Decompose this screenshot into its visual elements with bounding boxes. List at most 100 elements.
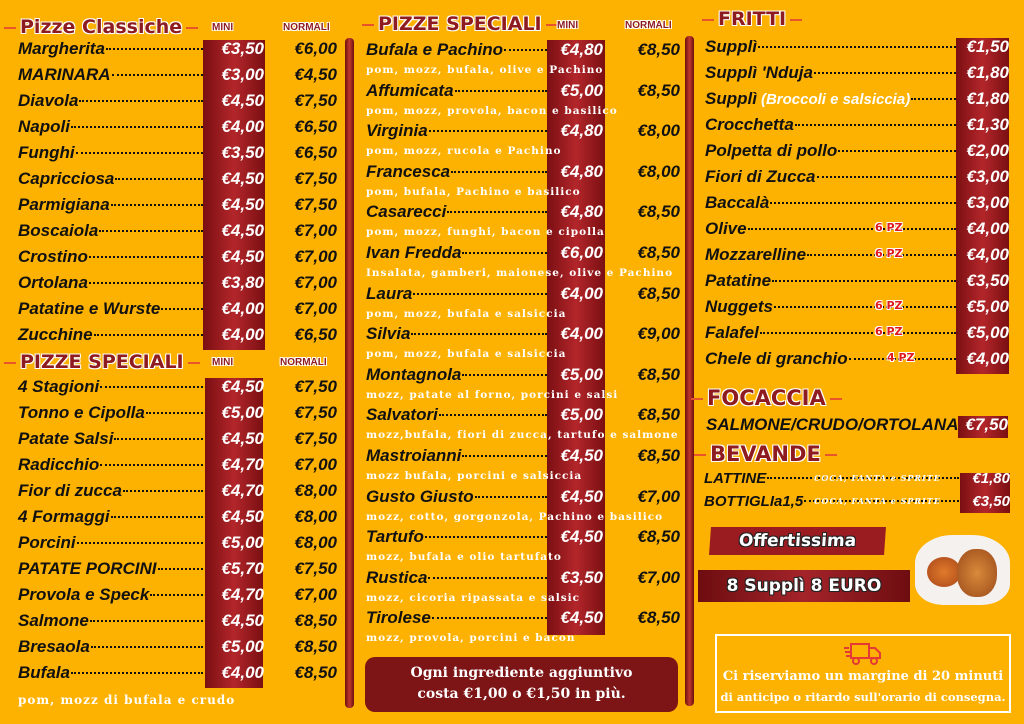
dot-leader (447, 211, 547, 214)
item-name-wrap: Zucchine (18, 325, 204, 345)
normali-price: €7,00 (294, 585, 337, 604)
mini-price: €4,50 (560, 446, 603, 465)
mini-price: €3,80 (221, 273, 264, 292)
price: €4,00 (966, 349, 1009, 368)
price-band (956, 38, 1009, 374)
price: €5,00 (966, 297, 1009, 316)
dot-leader (110, 516, 203, 518)
mini-price: €3,00 (221, 65, 264, 84)
delivery-line: di anticipo o ritardo sull'orario di con… (720, 690, 1006, 704)
quantity-label: 4 PZ (887, 351, 915, 364)
item-name-wrap: Capricciosa (18, 169, 204, 189)
item-name: Porcini (18, 533, 76, 552)
normali-price: €8,50 (637, 202, 680, 222)
item-name-wrap: Silvia (366, 324, 548, 344)
item-name: Bufala (18, 663, 70, 682)
item-name: Funghi (18, 143, 75, 162)
section-title-speciali: PIZZE SPECIALI (4, 351, 200, 373)
menu-item: Bufala e Pachino €4,80 €8,50 (366, 40, 680, 64)
item-name: Tonno e Cipolla (18, 403, 145, 422)
item-description: mozz, patate al forno, porcini e salsi (366, 388, 619, 401)
dot-leader (150, 594, 203, 596)
mini-price: €5,00 (560, 80, 603, 100)
menu-item: Patatine €3,50 (705, 271, 1009, 295)
section-title-fritti: FRITTI (701, 8, 803, 30)
menu-item: Capricciosa €4,50 €7,50 (18, 169, 337, 193)
normali-price: €6,50 (294, 117, 337, 136)
menu-item: Patate Salsi €4,50 €7,50 (18, 429, 337, 453)
item-name: Nuggets (705, 297, 773, 316)
mini-price: €4,00 (221, 299, 264, 318)
menu-item: Silvia €4,00 €9,00 (366, 324, 680, 348)
menu-item: Baccalà €3,00 (705, 193, 1009, 217)
menu-item: 4 Stagioni €4,50 €7,50 (18, 377, 337, 401)
item-name-wrap: Bufala (18, 663, 204, 683)
menu-item: Margherita €3,50 €6,00 (18, 39, 337, 63)
menu-item: PATATE PORCINI €5,70 €7,50 (18, 559, 337, 583)
menu-item: Radicchio €4,70 €7,00 (18, 455, 337, 479)
quantity-label: 6 PZ (875, 299, 903, 312)
item-name: Laura (366, 283, 413, 303)
item-name: Olive (705, 219, 747, 238)
delivery-line: Ci riserviamo un margine di 20 minuti (722, 669, 1004, 684)
item-name: Salmone (18, 611, 89, 630)
item-name: Supplì (705, 89, 757, 108)
item-name-wrap: 4 Stagioni (18, 377, 204, 397)
menu-item: Supplì (Broccoli e salsiccia) €1,80 (705, 89, 1009, 113)
normali-price: €8,00 (294, 533, 337, 552)
normali-price: €7,50 (294, 195, 337, 214)
item-name: Tartufo (366, 527, 424, 547)
normali-price: €7,50 (294, 403, 337, 422)
item-name-wrap: Porcini (18, 533, 204, 553)
price: €1,80 (972, 470, 1010, 487)
mini-price: €4,00 (221, 325, 264, 344)
menu-item: MARINARA €3,00 €4,50 (18, 65, 337, 89)
price: €3,50 (966, 271, 1009, 290)
item-description: pom, mozz, provola, bacon e basilico (366, 104, 618, 117)
item-name-wrap: Bresaola (18, 637, 204, 657)
menu-item: Virginia €4,80 €8,00 (366, 121, 680, 145)
mini-price: €4,70 (221, 481, 264, 500)
item-name-wrap: Tartufo (366, 527, 548, 547)
dot-leader (105, 48, 203, 50)
item-description: Insalata, gamberi, maionese, olive e Pac… (366, 267, 674, 279)
menu-item: Crocchetta €1,30 (705, 115, 1009, 139)
mini-price: €4,00 (560, 324, 603, 344)
menu-item: Polpetta di pollo €2,00 (705, 141, 1009, 165)
quantity-label: 6 PZ (875, 325, 903, 338)
item-name-wrap: Bufala e Pachino (366, 40, 548, 60)
menu-item: Mastroianni €4,50 €8,50 (366, 446, 680, 470)
item-name: LATTINE (704, 470, 767, 487)
mini-price: €4,00 (221, 117, 264, 136)
section-title-focaccia: FOCACCIA (691, 386, 842, 410)
mini-price: €5,70 (221, 559, 264, 578)
normali-price: €6,00 (294, 39, 337, 58)
normali-price: €8,50 (637, 40, 680, 59)
dot-leader (111, 74, 203, 76)
menu-item: Boscaiola €4,50 €7,00 (18, 221, 337, 245)
item-name-wrap: PATATE PORCINI (18, 559, 204, 579)
item-name: Affumicata (366, 80, 454, 100)
dot-leader (759, 332, 956, 334)
menu-item: Casarecci €4,80 €8,50 (366, 202, 680, 226)
mini-price: €4,50 (560, 527, 603, 547)
item-extra: (Broccoli e salsiccia) (760, 91, 911, 108)
menu-item: Chele di granchio €4,00 4 PZ (705, 349, 1009, 373)
item-name: Tirolese (366, 608, 431, 628)
price-band (958, 416, 1008, 438)
item-name: 4 Stagioni (18, 377, 100, 396)
normali-price: €7,00 (294, 455, 337, 474)
item-name-wrap: Ortolana (18, 273, 204, 293)
item-name: Fiori di Zucca (705, 167, 816, 186)
item-name: Silvia (366, 324, 411, 344)
item-name-wrap: Boscaiola (18, 221, 204, 241)
item-name: Francesca (366, 161, 451, 181)
item-description: pom, mozz, bufala e salsiccia (366, 307, 567, 320)
normali-label: NORMALI (283, 22, 330, 33)
item-name-wrap: Gusto Giusto (366, 487, 548, 507)
price: €1,80 (966, 63, 1009, 82)
price: €1,80 (966, 89, 1009, 108)
item-description: pom, mozz di bufala e crudo (18, 693, 236, 707)
item-description: pom, mozz, funghi, bacon e cipolla (366, 226, 605, 239)
dot-leader (454, 89, 547, 92)
